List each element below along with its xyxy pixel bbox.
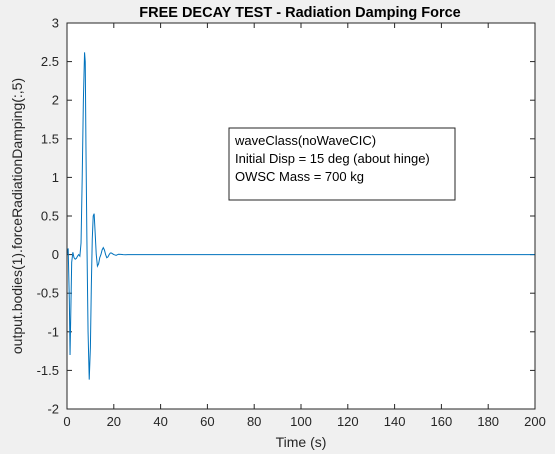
x-tick-label: 140: [384, 414, 406, 429]
x-tick-label: 180: [477, 414, 499, 429]
y-tick-label: 1.5: [41, 131, 59, 146]
x-tick-label: 200: [524, 414, 546, 429]
y-axis-label: output.bodies(1).forceRadiationDamping(:…: [9, 78, 25, 354]
x-tick-label: 20: [107, 414, 121, 429]
y-tick-label: 1: [52, 170, 59, 185]
x-tick-label: 160: [431, 414, 453, 429]
annotation-box: waveClass(noWaveCIC) Initial Disp = 15 d…: [228, 127, 456, 201]
x-tick-label: 120: [337, 414, 359, 429]
series-line: [66, 52, 535, 380]
x-tick-label: 0: [63, 414, 70, 429]
x-tick-label: 40: [153, 414, 167, 429]
annotation-line-1: waveClass(noWaveCIC): [234, 133, 376, 148]
y-tick-label: -0.5: [37, 286, 59, 301]
y-tick-label: -1.5: [37, 363, 59, 378]
x-axis: 0 20 40 60 80 100 120 140 160 180 200: [63, 23, 546, 429]
axes-background: [67, 23, 535, 409]
y-axis: -2 -1.5 -1 -0.5 0 0.5 1 1.5 2 2.5 3: [37, 16, 535, 417]
chart-title: FREE DECAY TEST - Radiation Damping Forc…: [139, 5, 460, 21]
y-tick-label: -1: [47, 324, 59, 339]
x-tick-label: 60: [200, 414, 214, 429]
y-tick-label: 0: [52, 247, 59, 262]
x-tick-label: 80: [247, 414, 261, 429]
y-tick-label: 0.5: [41, 209, 59, 224]
annotation-line-2: Initial Disp = 15 deg (about hinge): [235, 151, 430, 166]
x-axis-label: Time (s): [276, 434, 327, 450]
axes-frame: [66, 22, 536, 410]
annotation-frame: [228, 127, 456, 201]
annotation-line-3: OWSC Mass = 700 kg: [235, 169, 364, 184]
y-tick-label: 2.5: [41, 54, 59, 69]
y-tick-label: 3: [52, 16, 59, 31]
y-tick-label: 2: [52, 93, 59, 108]
x-tick-label: 100: [290, 414, 312, 429]
y-tick-label: -2: [47, 402, 59, 417]
